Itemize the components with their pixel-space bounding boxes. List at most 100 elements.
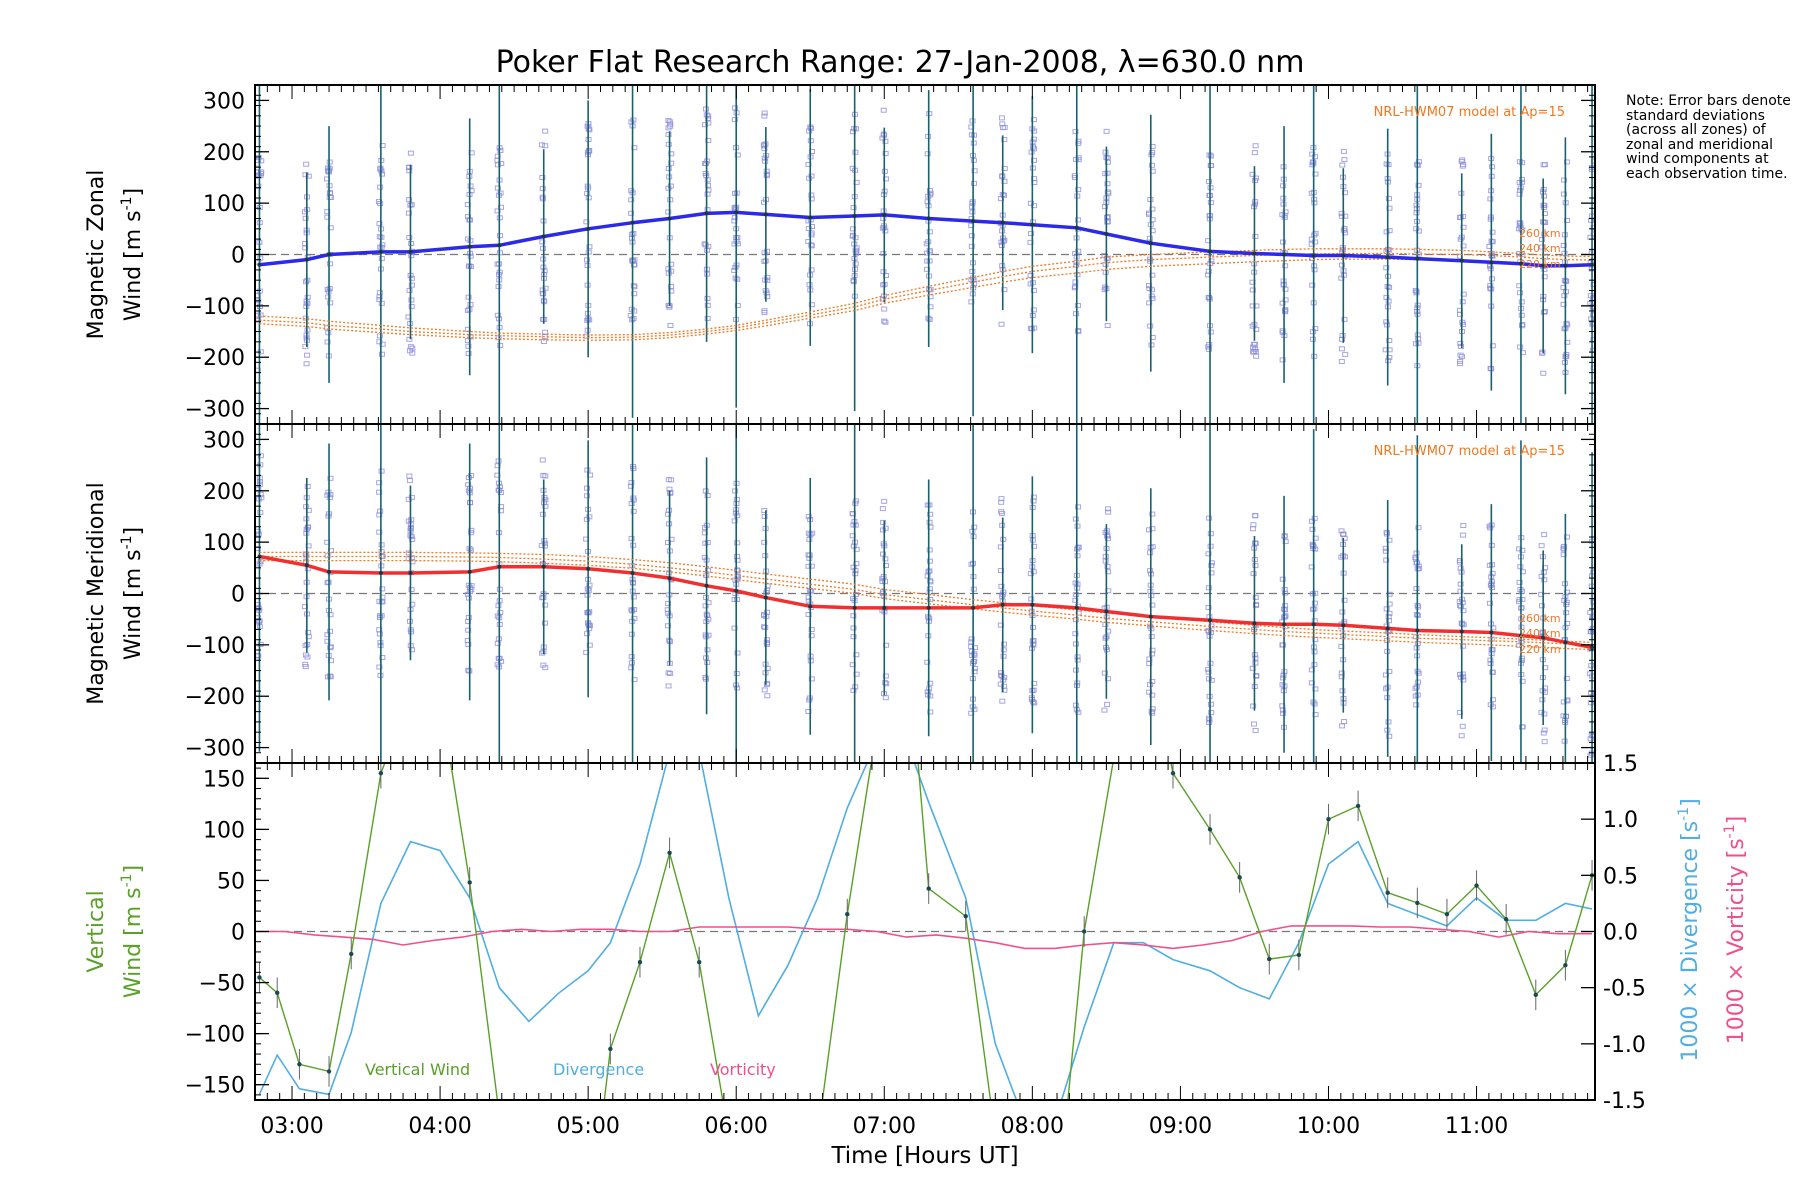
- scatter-point: [880, 282, 887, 288]
- scatter-point: [665, 683, 672, 689]
- scatter-point: [881, 498, 888, 504]
- scatter-point: [1489, 343, 1496, 349]
- scatter-point: [1208, 562, 1215, 568]
- observed-point: [1074, 225, 1079, 230]
- scatter-point: [1561, 250, 1568, 256]
- scatter-point: [1341, 597, 1348, 603]
- scatter-point: [879, 551, 886, 557]
- scatter-point: [627, 483, 634, 489]
- x-tick-label: 11:00: [1445, 1114, 1508, 1139]
- vertical-wind-point: [1170, 771, 1176, 776]
- scatter-point: [1489, 239, 1496, 245]
- scatter-point: [1072, 597, 1079, 603]
- scatter-point: [1207, 701, 1214, 707]
- scatter-point: [1457, 565, 1464, 571]
- scatter-point: [668, 477, 675, 483]
- scatter-point: [1538, 543, 1545, 549]
- observed-point: [586, 226, 591, 231]
- observed-point: [257, 262, 262, 267]
- y-tick-label: 150: [203, 767, 245, 792]
- y-tick-label: 300: [203, 89, 245, 114]
- scatter-point: [882, 138, 889, 144]
- scatter-point: [806, 555, 813, 561]
- scatter-point: [1383, 686, 1390, 692]
- observed-point: [408, 570, 413, 575]
- vertical-wind-line: [258, 763, 1593, 1100]
- scatter-point: [1541, 231, 1548, 237]
- scatter-point: [808, 563, 815, 569]
- scatter-point: [1589, 625, 1595, 631]
- scatter-point: [1457, 358, 1464, 364]
- scatter-point: [1030, 498, 1037, 504]
- scatter-point: [1102, 284, 1109, 290]
- scatter-point: [879, 506, 886, 512]
- scatter-point: [586, 609, 593, 615]
- scatter-point: [376, 290, 383, 296]
- scatter-point: [324, 553, 331, 559]
- scatter-point: [379, 654, 386, 660]
- observed-point: [734, 210, 739, 215]
- vertical-wind-point: [1355, 803, 1361, 809]
- scatter-point: [882, 673, 889, 679]
- scatter-point: [998, 496, 1005, 502]
- scatter-point: [583, 485, 590, 491]
- x-tick-label: 09:00: [1149, 1114, 1212, 1139]
- vorticity-axis-label: 1000 × Vorticity [s-1]: [1722, 816, 1749, 1044]
- scatter-point: [1457, 581, 1464, 587]
- scatter-point: [408, 555, 415, 561]
- model-line-260-km: [259, 248, 1593, 336]
- scatter-point: [497, 190, 504, 196]
- scatter-point: [1075, 504, 1082, 510]
- scatter-point: [704, 295, 711, 301]
- scatter-point: [805, 599, 812, 605]
- scatter-point: [542, 143, 549, 149]
- scatter-point: [324, 632, 331, 638]
- scatter-point: [1341, 316, 1348, 322]
- scatter-point: [853, 498, 860, 504]
- scatter-point: [467, 547, 474, 553]
- scatter-point: [327, 300, 334, 306]
- scatter-point: [926, 519, 933, 525]
- observed-point: [327, 252, 332, 257]
- scatter-point: [542, 665, 549, 671]
- scatter-point: [257, 453, 264, 459]
- y-tick-label: 0: [231, 921, 245, 946]
- scatter-point: [1541, 727, 1548, 733]
- scatter-point: [1101, 707, 1108, 713]
- scatter-point: [664, 623, 671, 629]
- scatter-point: [761, 258, 768, 264]
- scatter-point: [408, 587, 415, 593]
- divergence-line: [258, 763, 1593, 1100]
- scatter-point: [1149, 272, 1156, 278]
- scatter-point: [1075, 217, 1082, 223]
- vertical-wind-point: [637, 959, 643, 965]
- scatter-point: [1205, 346, 1212, 352]
- scatter-point: [665, 610, 672, 616]
- scatter-point: [761, 539, 768, 545]
- scatter-point: [971, 651, 978, 657]
- observed-point: [541, 564, 546, 569]
- vertical-wind-point: [1444, 911, 1450, 917]
- scatter-point: [1519, 678, 1526, 684]
- scatter-point: [850, 232, 857, 238]
- y-tick-label: −100: [185, 295, 245, 320]
- scatter-point: [494, 640, 501, 646]
- observed-point: [1385, 255, 1390, 260]
- x-tick-label: 05:00: [556, 1114, 619, 1139]
- scatter-point: [1252, 660, 1259, 666]
- x-tick-label: 08:00: [1001, 1114, 1064, 1139]
- scatter-point: [1338, 213, 1345, 219]
- scatter-point: [926, 558, 933, 564]
- model-label: NRL-HWM07 model at Ap=15: [1374, 105, 1565, 120]
- scatter-point: [630, 230, 637, 236]
- scatter-point: [378, 256, 385, 262]
- scatter-point: [1146, 661, 1153, 667]
- scatter-point: [408, 282, 415, 288]
- observed-point: [1000, 602, 1005, 607]
- scatter-point: [305, 629, 312, 635]
- observed-point: [630, 220, 635, 225]
- observed-point: [1208, 249, 1213, 254]
- scatter-point: [379, 586, 386, 592]
- scatter-point: [808, 302, 815, 308]
- scatter-point: [1146, 682, 1153, 688]
